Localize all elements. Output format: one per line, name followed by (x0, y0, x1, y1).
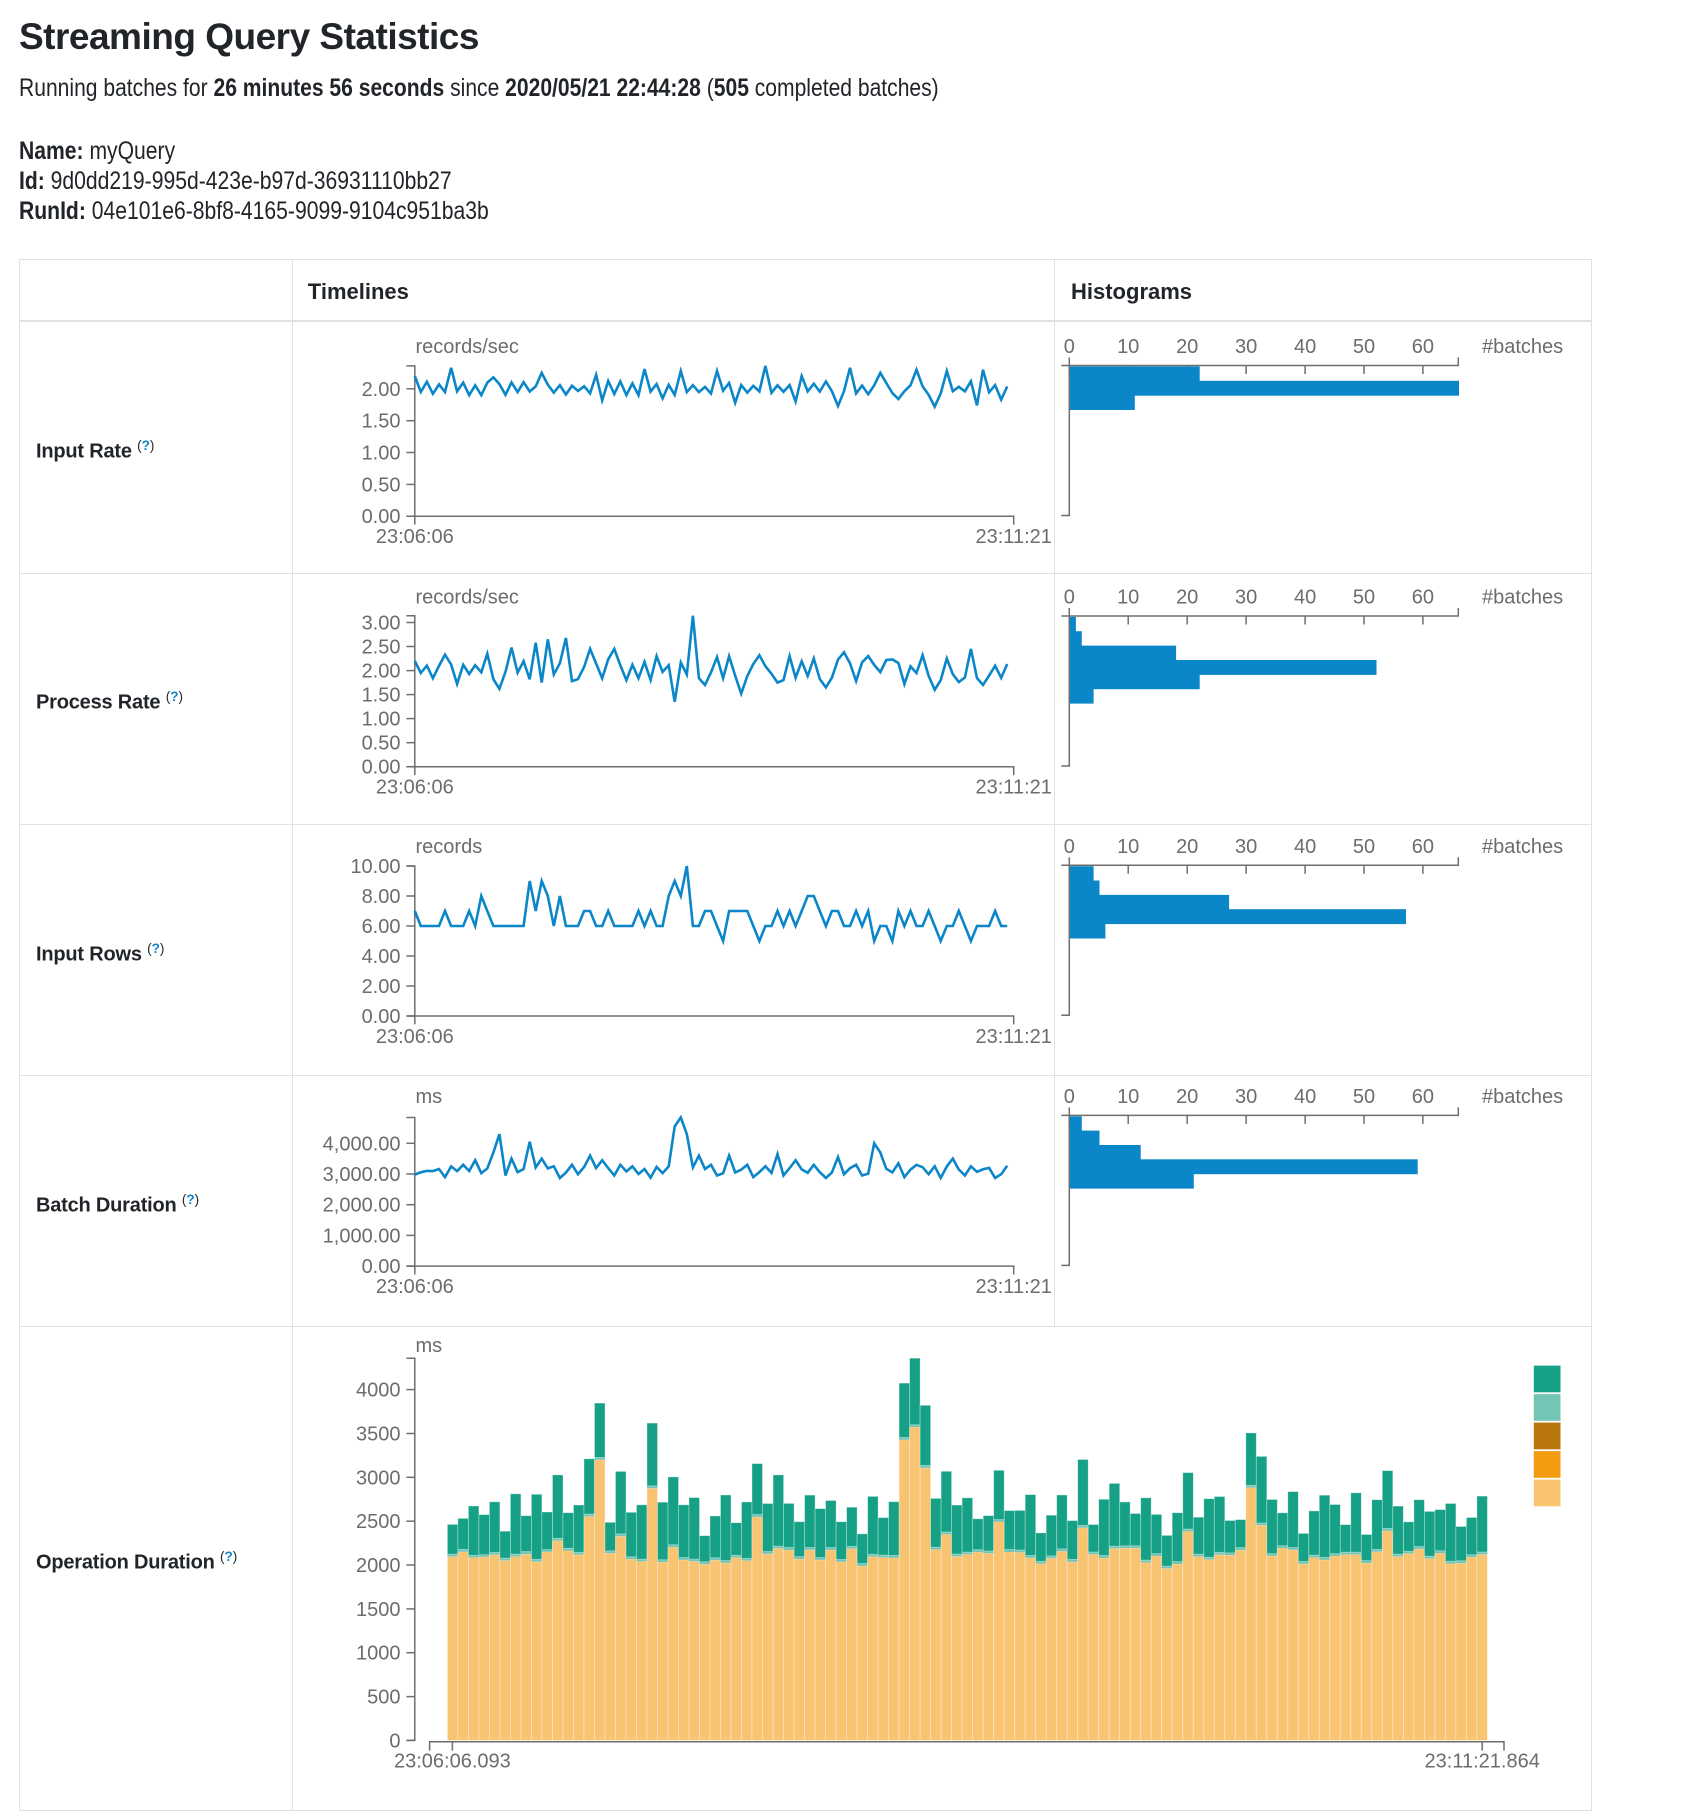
svg-text:50: 50 (1353, 1086, 1375, 1108)
svg-text:0: 0 (1064, 587, 1075, 609)
svg-text:10: 10 (1117, 1086, 1139, 1108)
svg-text:3,000.00: 3,000.00 (323, 1164, 401, 1186)
svg-text:1.50: 1.50 (362, 411, 401, 433)
svg-text:0: 0 (1064, 836, 1075, 858)
svg-text:1.00: 1.00 (362, 443, 401, 465)
svg-text:60: 60 (1412, 1086, 1434, 1108)
svg-text:#batches: #batches (1482, 587, 1563, 609)
svg-text:40: 40 (1294, 836, 1316, 858)
svg-text:20: 20 (1176, 336, 1198, 358)
svg-text:23:11:21: 23:11:21 (976, 1276, 1052, 1298)
svg-text:23:11:21: 23:11:21 (976, 526, 1052, 548)
svg-text:0.00: 0.00 (362, 757, 401, 779)
svg-text:10.00: 10.00 (350, 856, 400, 878)
svg-text:#batches: #batches (1482, 336, 1563, 358)
svg-text:records: records (416, 836, 483, 858)
svg-text:3000: 3000 (356, 1467, 401, 1489)
svg-text:23:06:06: 23:06:06 (376, 526, 454, 548)
svg-text:40: 40 (1294, 587, 1316, 609)
svg-text:50: 50 (1353, 587, 1375, 609)
svg-text:40: 40 (1294, 1086, 1316, 1108)
svg-text:0.00: 0.00 (362, 1256, 401, 1278)
svg-text:20: 20 (1176, 836, 1198, 858)
svg-text:0.00: 0.00 (362, 1006, 401, 1028)
svg-text:2500: 2500 (356, 1511, 401, 1533)
svg-text:23:11:21.864: 23:11:21.864 (1425, 1751, 1540, 1773)
svg-text:60: 60 (1412, 587, 1434, 609)
svg-text:8.00: 8.00 (362, 886, 401, 908)
svg-text:0: 0 (1064, 336, 1075, 358)
svg-text:ms: ms (416, 1335, 443, 1357)
svg-text:2,000.00: 2,000.00 (323, 1195, 401, 1217)
svg-text:0.50: 0.50 (362, 474, 401, 496)
svg-text:4,000.00: 4,000.00 (323, 1133, 401, 1155)
svg-text:23:06:06: 23:06:06 (376, 1276, 454, 1298)
svg-text:0: 0 (1064, 1086, 1075, 1108)
svg-text:10: 10 (1117, 587, 1139, 609)
svg-text:50: 50 (1353, 836, 1375, 858)
svg-text:records/sec: records/sec (416, 587, 519, 609)
svg-text:0: 0 (389, 1730, 400, 1752)
svg-text:#batches: #batches (1482, 1086, 1563, 1108)
svg-text:0.00: 0.00 (362, 506, 401, 528)
svg-text:2.00: 2.00 (362, 661, 401, 683)
svg-text:23:11:21: 23:11:21 (976, 1026, 1052, 1048)
svg-text:2000: 2000 (356, 1555, 401, 1577)
svg-text:ms: ms (416, 1086, 443, 1108)
svg-text:500: 500 (367, 1687, 400, 1709)
svg-text:1500: 1500 (356, 1599, 401, 1621)
svg-text:1,000.00: 1,000.00 (323, 1225, 401, 1247)
svg-text:3.00: 3.00 (362, 613, 401, 635)
svg-text:30: 30 (1235, 836, 1257, 858)
svg-text:30: 30 (1235, 1086, 1257, 1108)
svg-text:#batches: #batches (1482, 836, 1563, 858)
svg-text:2.50: 2.50 (362, 637, 401, 659)
svg-text:6.00: 6.00 (362, 916, 401, 938)
svg-text:1.00: 1.00 (362, 709, 401, 731)
svg-text:23:06:06: 23:06:06 (376, 1026, 454, 1048)
svg-text:20: 20 (1176, 1086, 1198, 1108)
svg-text:0.50: 0.50 (362, 733, 401, 755)
svg-text:30: 30 (1235, 336, 1257, 358)
svg-text:30: 30 (1235, 587, 1257, 609)
svg-text:40: 40 (1294, 336, 1316, 358)
svg-text:3500: 3500 (356, 1424, 401, 1446)
svg-text:10: 10 (1117, 336, 1139, 358)
svg-text:2.00: 2.00 (362, 379, 401, 401)
svg-text:50: 50 (1353, 336, 1375, 358)
svg-text:20: 20 (1176, 587, 1198, 609)
svg-text:23:06:06.093: 23:06:06.093 (394, 1751, 511, 1773)
svg-text:23:11:21: 23:11:21 (976, 777, 1052, 799)
svg-text:4000: 4000 (356, 1380, 401, 1402)
svg-text:23:06:06: 23:06:06 (376, 777, 454, 799)
svg-text:2.00: 2.00 (362, 976, 401, 998)
svg-text:1.50: 1.50 (362, 685, 401, 707)
svg-text:60: 60 (1412, 336, 1434, 358)
svg-text:60: 60 (1412, 836, 1434, 858)
svg-text:records/sec: records/sec (416, 336, 519, 358)
svg-text:4.00: 4.00 (362, 946, 401, 968)
svg-text:1000: 1000 (356, 1643, 401, 1665)
svg-text:10: 10 (1117, 836, 1139, 858)
